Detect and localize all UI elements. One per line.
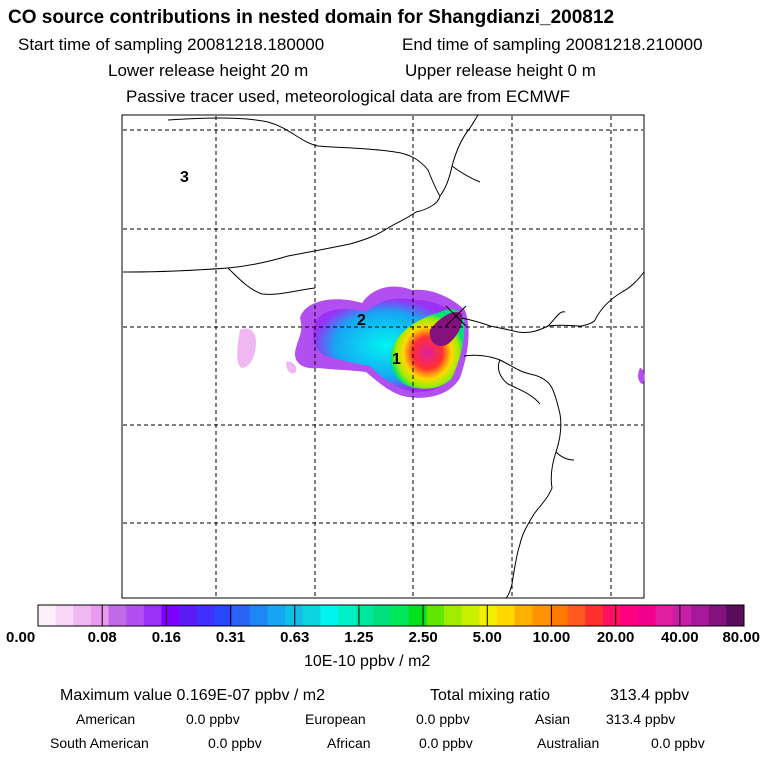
upper-release-label: Upper release height 0 m xyxy=(405,61,596,80)
colorbar-cell xyxy=(55,605,74,626)
colorbar-cell xyxy=(179,605,198,626)
colorbar-cell xyxy=(638,605,657,626)
colorbar-cell xyxy=(73,605,92,626)
colorbar-cell xyxy=(285,605,304,626)
asian-label: Asian xyxy=(535,711,571,727)
colorbar-cell xyxy=(355,605,374,626)
annotation-3: 3 xyxy=(180,169,189,186)
south-american-value: 0.0 ppbv xyxy=(208,735,262,751)
colorbar-cell xyxy=(673,605,692,626)
colorbar-tick-label: 0.00 xyxy=(6,629,36,646)
colorbar-cell xyxy=(161,605,180,626)
colorbar-cell xyxy=(496,605,516,626)
colorbar-cell xyxy=(620,605,639,626)
colorbar-cell xyxy=(232,605,251,626)
colorbar-cell xyxy=(479,605,498,626)
colorbar-cell xyxy=(143,605,163,626)
colorbar-cell xyxy=(514,605,533,626)
colorbar-cell xyxy=(532,605,551,626)
colorbar-cell xyxy=(691,605,710,626)
max-value-label: Maximum value 0.169E-07 ppbv / m2 xyxy=(60,687,326,704)
colorbar-unit: 10E-10 ppbv / m2 xyxy=(304,653,431,670)
european-label: European xyxy=(305,711,366,727)
colorbar-cell xyxy=(602,605,621,626)
colorbar-cell xyxy=(38,605,57,626)
colorbar-cell xyxy=(549,605,568,626)
colorbar-cell xyxy=(585,605,604,626)
colorbar-cell xyxy=(726,605,745,626)
australian-label: Australian xyxy=(537,735,600,751)
colorbar-cell xyxy=(567,605,586,626)
colorbar-tick-label: 20.00 xyxy=(596,629,635,646)
receptor-marker xyxy=(445,305,467,327)
lower-release-label: Lower release height 20 m xyxy=(108,61,309,80)
african-value: 0.0 ppbv xyxy=(419,735,473,751)
colorbar-cell xyxy=(108,605,127,626)
concentration-plume xyxy=(237,286,645,398)
colorbar-tick-label: 0.16 xyxy=(151,629,181,646)
colorbar-tick-label: 0.31 xyxy=(215,629,246,646)
coastlines xyxy=(123,114,645,599)
australian-value: 0.0 ppbv xyxy=(651,735,705,751)
chart-title: CO source contributions in nested domain… xyxy=(8,7,615,28)
end-time-label: End time of sampling 20081218.210000 xyxy=(402,35,703,54)
grid-lines xyxy=(123,116,643,597)
african-label: African xyxy=(327,735,371,751)
colorbar-cell xyxy=(320,605,339,626)
annotation-1: 1 xyxy=(392,351,401,368)
colorbar-tick-label: 2.50 xyxy=(408,629,438,646)
colorbar-cell xyxy=(461,605,480,626)
colorbar-cell xyxy=(196,605,215,626)
colorbar-cell xyxy=(708,605,727,626)
american-value: 0.0 ppbv xyxy=(186,711,240,727)
colorbar-cell xyxy=(302,605,321,626)
european-value: 0.0 ppbv xyxy=(416,711,470,727)
colorbar-cell xyxy=(655,605,674,626)
colorbar-tick-label: 5.00 xyxy=(472,629,502,646)
annotation-2: 2 xyxy=(357,312,366,329)
colorbar-cell xyxy=(443,605,463,626)
asian-value: 313.4 ppbv xyxy=(606,711,676,727)
colorbar-outline xyxy=(37,604,745,627)
colorbar-cell xyxy=(426,605,445,626)
start-time-label: Start time of sampling 20081218.180000 xyxy=(18,35,325,54)
colorbar-cell xyxy=(214,605,233,626)
total-mixing-value: 313.4 ppbv xyxy=(610,687,690,704)
south-american-label: South American xyxy=(50,735,149,751)
colorbar-cell xyxy=(373,605,392,626)
colorbar-cell xyxy=(249,605,268,626)
colorbar-cell xyxy=(267,605,286,626)
total-mixing-label: Total mixing ratio xyxy=(430,687,551,704)
colorbar-cell xyxy=(126,605,145,626)
colorbar-cell xyxy=(338,605,357,626)
colorbar-tick-label: 40.00 xyxy=(661,629,699,646)
colorbar-tick-label: 80.00 xyxy=(722,629,760,646)
colorbar-tick-label: 0.08 xyxy=(87,629,117,646)
colorbar-tick-label: 1.25 xyxy=(344,629,374,646)
colorbar-cell xyxy=(90,605,110,626)
colorbar-tick-label: 10.00 xyxy=(532,629,571,646)
colorbar xyxy=(37,604,745,627)
colorbar-cell xyxy=(391,605,410,626)
tracer-note: Passive tracer used, meteorological data… xyxy=(126,87,571,106)
american-label: American xyxy=(76,711,136,727)
colorbar-cell xyxy=(408,605,427,626)
colorbar-tick-label: 0.63 xyxy=(280,629,310,646)
